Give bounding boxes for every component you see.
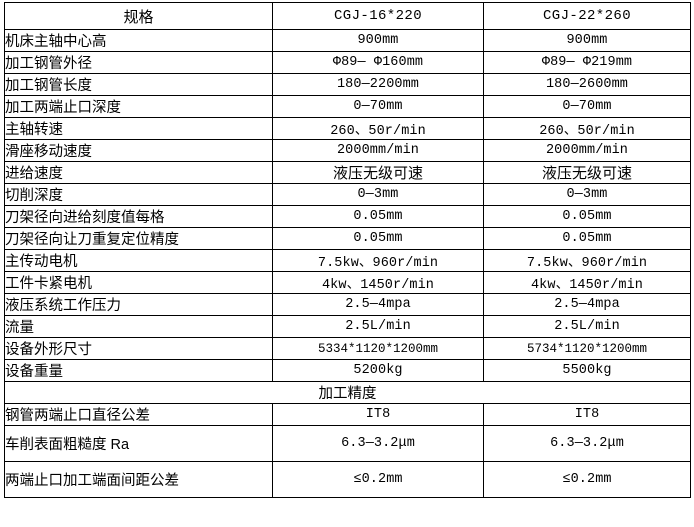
row-value-2: 0—3mm — [483, 183, 691, 206]
row-label: 两端止口加工端面间距公差 — [4, 461, 273, 498]
row-label: 机床主轴中心高 — [4, 29, 273, 52]
table-row: 刀架径向让刀重复定位精度 0.05mm 0.05mm — [4, 227, 691, 250]
row-value-1: 5334*1120*1200mm — [272, 337, 484, 360]
row-value-1: 液压无级可速 — [272, 161, 484, 184]
table-row: 机床主轴中心高 900mm 900mm — [4, 29, 691, 52]
row-value-2: 4kw、1450r/min — [483, 271, 691, 294]
row-label: 刀架径向让刀重复定位精度 — [4, 227, 273, 250]
row-value-1: Φ89— Φ160mm — [272, 51, 484, 74]
row-value-1: 4kw、1450r/min — [272, 271, 484, 294]
row-value-1: 180—2200mm — [272, 73, 484, 96]
row-value-2: 5734*1120*1200mm — [483, 337, 691, 360]
row-value-1: IT8 — [272, 403, 484, 426]
row-value-2: 0.05mm — [483, 227, 691, 250]
row-value-2: 900mm — [483, 29, 691, 52]
row-value-2: 260、50r/min — [483, 117, 691, 140]
table-row: 滑座移动速度 2000mm/min 2000mm/min — [4, 139, 691, 162]
table-row: 液压系统工作压力 2.5—4mpa 2.5—4mpa — [4, 293, 691, 316]
row-value-2: 2.5L/min — [483, 315, 691, 338]
row-label: 主传动电机 — [4, 249, 273, 272]
table-row: 加工钢管长度 180—2200mm 180—2600mm — [4, 73, 691, 96]
table-row: 加工两端止口深度 0—70mm 0—70mm — [4, 95, 691, 118]
row-label: 车削表面粗糙度 Ra — [4, 425, 273, 462]
row-value-1: 0—70mm — [272, 95, 484, 118]
row-value-2: 180—2600mm — [483, 73, 691, 96]
accuracy-section-header-row: 加工精度 — [4, 381, 691, 404]
header-model-2: CGJ-22*260 — [483, 2, 691, 30]
row-value-1: 5200kg — [272, 359, 484, 382]
table-row: 流量 2.5L/min 2.5L/min — [4, 315, 691, 338]
row-value-1: 6.3—3.2μm — [272, 425, 484, 462]
table-row: 加工钢管外径 Φ89— Φ160mm Φ89— Φ219mm — [4, 51, 691, 74]
row-label: 滑座移动速度 — [4, 139, 273, 162]
header-spec-label: 规格 — [4, 2, 273, 30]
row-label: 进给速度 — [4, 161, 273, 184]
table-header-row: 规格 CGJ-16*220 CGJ-22*260 — [4, 2, 691, 30]
row-value-2: 2.5—4mpa — [483, 293, 691, 316]
row-label: 刀架径向进给刻度值每格 — [4, 205, 273, 228]
table-row: 切削深度 0—3mm 0—3mm — [4, 183, 691, 206]
table-row: 两端止口加工端面间距公差 ≤0.2mm ≤0.2mm — [4, 461, 691, 498]
table-row: 设备外形尺寸 5334*1120*1200mm 5734*1120*1200mm — [4, 337, 691, 360]
table-body: 规格 CGJ-16*220 CGJ-22*260 机床主轴中心高 900mm 9… — [4, 2, 691, 498]
row-label: 工件卡紧电机 — [4, 271, 273, 294]
row-value-1: 0—3mm — [272, 183, 484, 206]
row-value-2: Φ89— Φ219mm — [483, 51, 691, 74]
row-label: 液压系统工作压力 — [4, 293, 273, 316]
row-value-1: 2.5—4mpa — [272, 293, 484, 316]
row-label: 加工钢管外径 — [4, 51, 273, 74]
row-label: 流量 — [4, 315, 273, 338]
row-value-2: 6.3—3.2μm — [483, 425, 691, 462]
row-label: 主轴转速 — [4, 117, 273, 140]
table-row: 刀架径向进给刻度值每格 0.05mm 0.05mm — [4, 205, 691, 228]
row-value-2: 0.05mm — [483, 205, 691, 228]
table-row: 工件卡紧电机 4kw、1450r/min 4kw、1450r/min — [4, 271, 691, 294]
header-model-1: CGJ-16*220 — [272, 2, 484, 30]
row-value-2: ≤0.2mm — [483, 461, 691, 498]
accuracy-section-title: 加工精度 — [4, 381, 691, 404]
row-label: 设备重量 — [4, 359, 273, 382]
specification-table: 规格 CGJ-16*220 CGJ-22*260 机床主轴中心高 900mm 9… — [4, 2, 691, 498]
table-row: 车削表面粗糙度 Ra 6.3—3.2μm 6.3—3.2μm — [4, 425, 691, 462]
table-row: 主轴转速 260、50r/min 260、50r/min — [4, 117, 691, 140]
row-value-2: 5500kg — [483, 359, 691, 382]
row-value-2: 0—70mm — [483, 95, 691, 118]
row-value-1: 2000mm/min — [272, 139, 484, 162]
row-label: 切削深度 — [4, 183, 273, 206]
row-label: 设备外形尺寸 — [4, 337, 273, 360]
row-label: 加工钢管长度 — [4, 73, 273, 96]
row-label: 钢管两端止口直径公差 — [4, 403, 273, 426]
row-label: 加工两端止口深度 — [4, 95, 273, 118]
row-value-2: 7.5kw、960r/min — [483, 249, 691, 272]
row-value-1: 2.5L/min — [272, 315, 484, 338]
row-value-2: IT8 — [483, 403, 691, 426]
table-row: 进给速度 液压无级可速 液压无级可速 — [4, 161, 691, 184]
row-value-1: 0.05mm — [272, 227, 484, 250]
row-value-1: 900mm — [272, 29, 484, 52]
row-value-1: 7.5kw、960r/min — [272, 249, 484, 272]
table-row: 钢管两端止口直径公差 IT8 IT8 — [4, 403, 691, 426]
table-row: 设备重量 5200kg 5500kg — [4, 359, 691, 382]
row-value-1: ≤0.2mm — [272, 461, 484, 498]
row-value-2: 液压无级可速 — [483, 161, 691, 184]
row-value-1: 0.05mm — [272, 205, 484, 228]
table-row: 主传动电机 7.5kw、960r/min 7.5kw、960r/min — [4, 249, 691, 272]
row-value-1: 260、50r/min — [272, 117, 484, 140]
row-value-2: 2000mm/min — [483, 139, 691, 162]
